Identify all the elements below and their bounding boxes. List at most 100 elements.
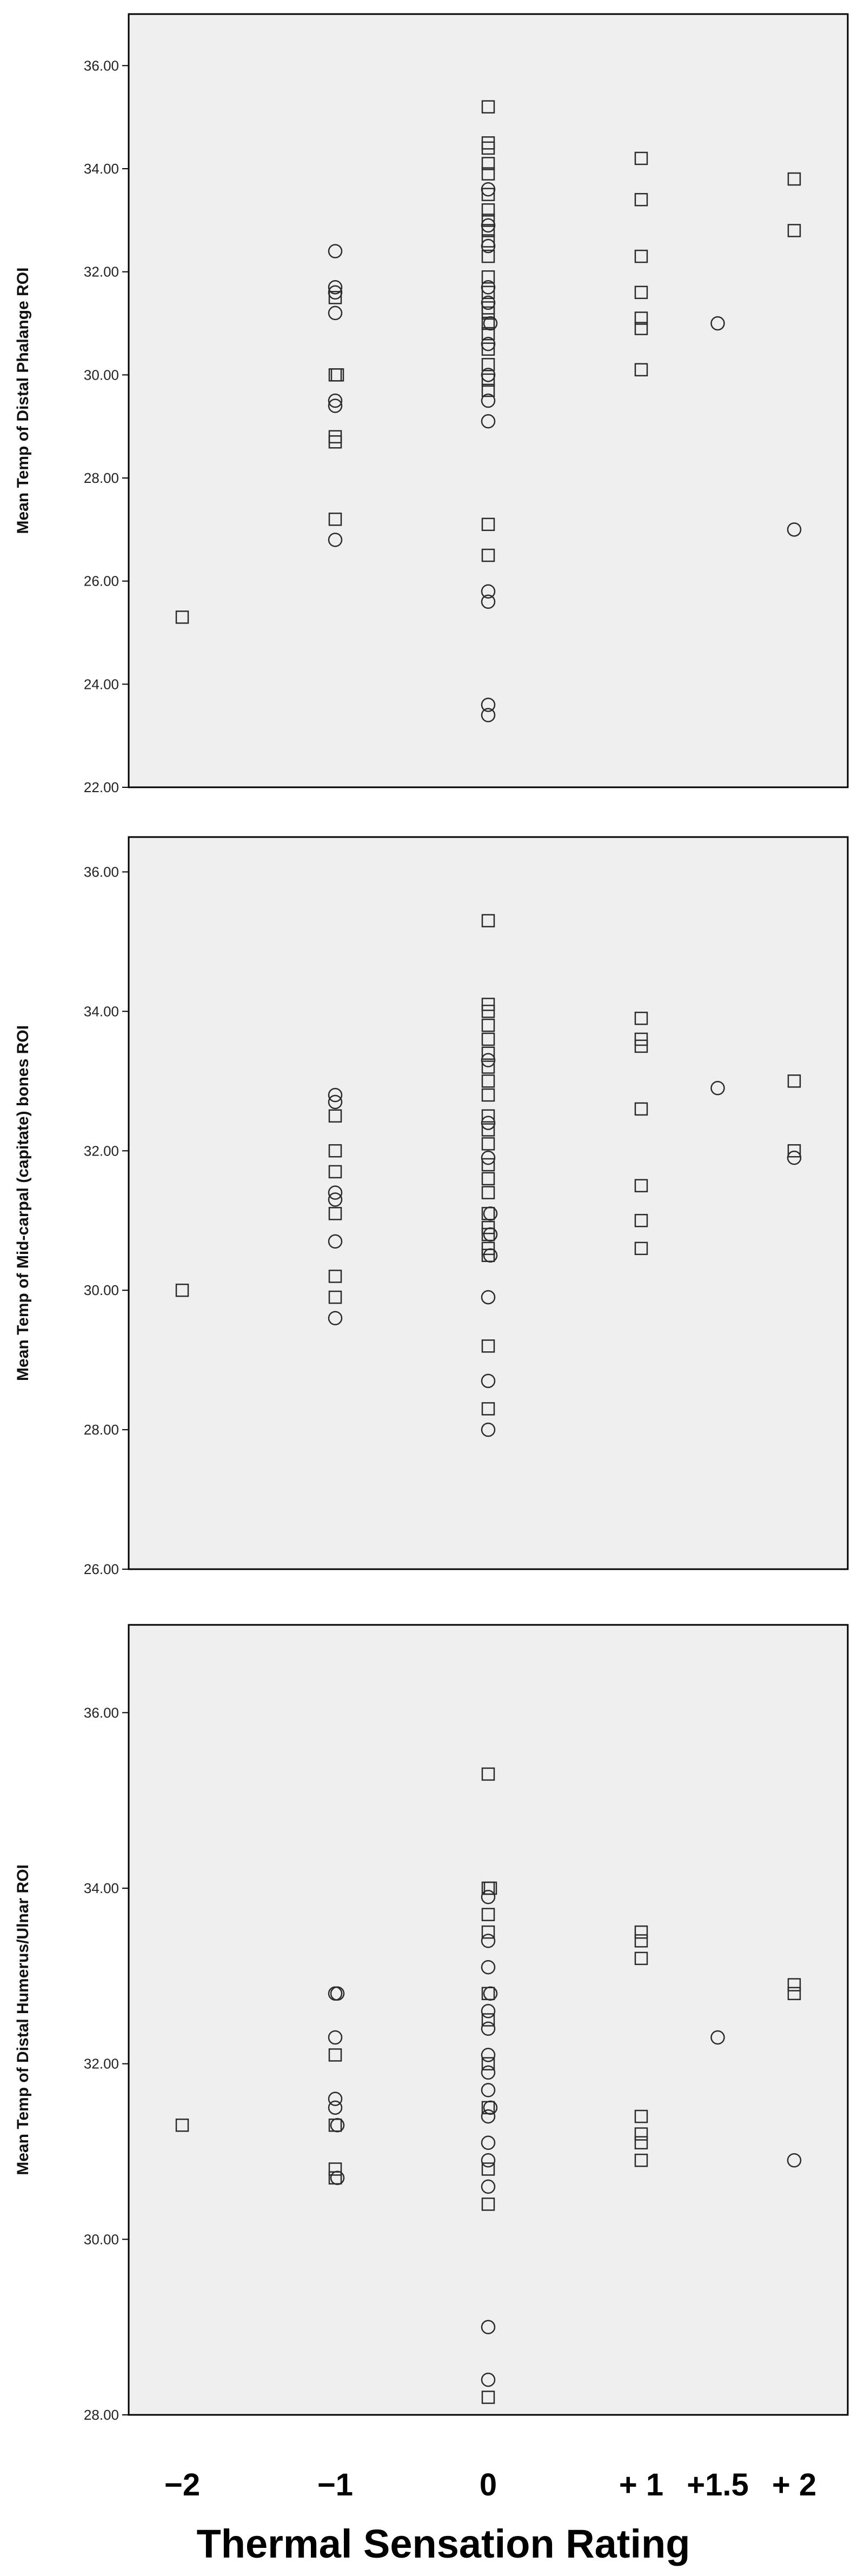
data-point-circle [787, 1150, 802, 1165]
data-point-square [634, 1032, 648, 1046]
data-point-circle [483, 316, 498, 331]
series-circles [328, 1889, 802, 2387]
data-point-circle [481, 2135, 496, 2150]
data-point-circle [481, 2048, 496, 2062]
data-point-circle [481, 1290, 496, 1305]
data-point-circle [483, 1248, 498, 1263]
data-point-square [787, 224, 801, 237]
x-tick-label: + 1 [619, 2467, 663, 2502]
x-tick-label: + 2 [772, 2467, 816, 2502]
data-point-circle [328, 285, 343, 300]
data-point-circle [481, 2083, 496, 2097]
data-point-circle [328, 533, 343, 547]
data-point-square [330, 368, 344, 382]
data-point-square [481, 1186, 495, 1199]
data-point-circle [481, 414, 496, 429]
data-point-square [787, 172, 801, 186]
data-point-square [481, 306, 495, 320]
data-point-square [634, 1241, 648, 1256]
data-point-square [481, 1137, 495, 1151]
data-point-square [634, 1179, 648, 1193]
data-point-square [481, 100, 495, 114]
y-tick-label: 32.00 [84, 1143, 119, 1159]
data-point-square [481, 383, 495, 397]
data-point-circle [328, 1185, 343, 1200]
data-point-circle [481, 698, 496, 712]
data-point-circle [481, 2021, 496, 2036]
data-point-square [481, 1402, 495, 1416]
data-point-square [328, 1270, 342, 1283]
data-point-square [481, 141, 495, 155]
y-tick-label: 32.00 [84, 2056, 119, 2072]
y-axis: 26.00 28.00 30.00 32.00 34.00 36.00 [84, 864, 129, 1577]
data-point-square [634, 249, 648, 263]
data-point-square [481, 998, 495, 1011]
data-point-square [481, 1005, 495, 1018]
data-point-square [481, 1158, 495, 1172]
data-point-square [481, 1088, 495, 1102]
data-point-square [481, 1074, 495, 1088]
data-point-circle [481, 2065, 496, 2080]
data-point-circle [481, 708, 496, 722]
y-tick-label: 36.00 [84, 57, 119, 74]
data-point-circle [328, 1234, 343, 1249]
data-point-circle [328, 1094, 343, 1110]
data-point-square [175, 1283, 189, 1297]
data-point-square [787, 1978, 801, 1991]
scatter-panel-2: 26.00 28.00 30.00 32.00 34.00 36.00 Mean Temp … [14, 836, 849, 1577]
data-point-square [175, 610, 189, 624]
data-point-circle [328, 399, 343, 413]
data-point-square [634, 1951, 648, 1966]
data-point-square [328, 435, 342, 449]
series-circles [328, 182, 802, 722]
data-point-square [634, 2153, 648, 2167]
x-tick-label: −2 [164, 2467, 200, 2502]
data-point-square [634, 286, 648, 300]
data-point-circle [483, 1986, 498, 2001]
data-point-circle [481, 238, 496, 254]
y-tick-label: 36.00 [84, 1704, 119, 1721]
data-point-square [328, 513, 342, 526]
data-point-circle [710, 2030, 725, 2045]
data-point-square [634, 2127, 648, 2141]
y-tick-label: 28.00 [84, 1422, 119, 1438]
data-point-circle [328, 2092, 343, 2106]
data-point-square [481, 203, 495, 217]
data-point-square [481, 2162, 495, 2176]
plot-area [128, 13, 849, 788]
data-point-circle [481, 2004, 496, 2019]
data-point-circle [481, 218, 496, 233]
panels: 22.00 24.00 26.00 28.00 30.00 32.00 34.00 36.00… [14, 13, 849, 2423]
data-point-circle [328, 244, 343, 258]
data-point-square [481, 224, 495, 237]
y-tick-label: 22.00 [84, 779, 119, 795]
data-point-square [481, 517, 495, 532]
data-point-circle [328, 306, 343, 321]
data-point-square [481, 286, 495, 300]
data-point-circle [481, 584, 496, 599]
data-point-circle [787, 522, 802, 537]
data-point-square [328, 1144, 342, 1158]
data-point-square [328, 1109, 342, 1123]
data-point-square [481, 157, 495, 170]
data-point-square [634, 1102, 648, 1116]
data-point-square [481, 1925, 495, 1939]
data-point-circle [481, 1422, 496, 1437]
data-point-square [787, 1144, 801, 1158]
y-tick-label: 34.00 [84, 1003, 119, 1019]
y-axis-label: Mean Temp of Distal Phalange ROI [14, 268, 32, 534]
x-axis-title: Thermal Sensation Rating [197, 2521, 690, 2566]
data-point-square [481, 1339, 495, 1353]
data-point-square [328, 2048, 342, 2062]
data-point-square [481, 2197, 495, 2211]
data-point-square [481, 2391, 495, 2404]
data-point-square [481, 342, 495, 356]
data-point-square [787, 1987, 801, 2001]
y-tick-label: 26.00 [84, 573, 119, 589]
data-point-square [481, 327, 495, 341]
data-point-square [634, 2136, 648, 2150]
data-point-square [481, 1109, 495, 1123]
data-point-square [481, 234, 495, 248]
data-point-circle [481, 2372, 496, 2387]
